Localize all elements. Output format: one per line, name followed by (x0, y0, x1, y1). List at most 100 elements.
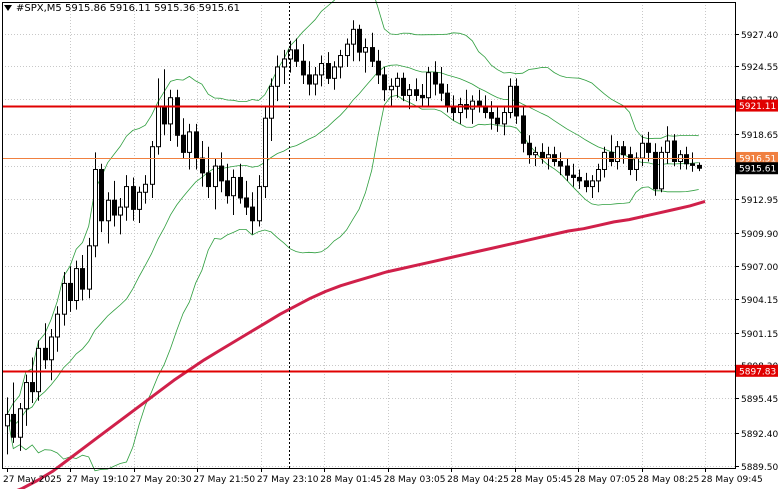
current-price-tag (736, 162, 778, 175)
candle-body-down (219, 165, 224, 182)
y-tick-label: 5889.50 (741, 463, 778, 473)
candle (206, 146, 211, 198)
candle-body-up (313, 74, 318, 85)
candle-body-up (602, 151, 607, 170)
candle (420, 84, 425, 107)
candle-body-down (382, 74, 387, 91)
candle (370, 32, 375, 67)
candle (357, 24, 362, 62)
candle-body-down (514, 85, 519, 117)
x-tick-label: 28 May 07:05 (574, 475, 636, 485)
y-tick-label: 5912.95 (741, 196, 778, 206)
candle-body-up (187, 131, 192, 153)
candle-body-down (540, 151, 545, 159)
candle (74, 260, 79, 310)
y-tick-label: 5901.15 (741, 330, 778, 340)
candle (376, 49, 381, 85)
bands-middle (6, 64, 699, 427)
candle-body-up (257, 186, 262, 222)
candle (143, 175, 148, 204)
candle-body-up (596, 168, 601, 182)
candle (596, 163, 601, 193)
candle-body-up (269, 85, 274, 119)
candle-body-down (433, 72, 438, 85)
candle-body-down (628, 154, 633, 170)
candle-body-down (558, 161, 563, 167)
candle-body-up (590, 180, 595, 188)
candle-body-down (697, 164, 702, 169)
candle (678, 150, 683, 170)
bands-lower (6, 94, 699, 472)
candle (672, 134, 677, 167)
candle-body-up (332, 66, 337, 79)
candle (131, 177, 136, 221)
candle-body-down (181, 134, 186, 153)
candle-body-up (351, 28, 356, 45)
candle (257, 175, 262, 227)
candle (18, 403, 23, 451)
candle-body-up (659, 151, 664, 190)
candle-body-down (609, 151, 614, 163)
bollinger-bands (6, 0, 699, 472)
candle-body-up (470, 100, 475, 110)
candle-body-down (414, 89, 419, 96)
candle-body-down (489, 112, 494, 119)
candle (118, 197, 123, 235)
candle (615, 141, 620, 170)
candle-body-down (646, 142, 651, 153)
candle (168, 89, 173, 142)
y-tick-label: 5918.65 (741, 131, 778, 141)
x-tick-label: 27 May 21:50 (193, 475, 255, 485)
candle (213, 158, 218, 210)
candle-body-up (338, 55, 343, 68)
candle-body-up (282, 58, 287, 68)
candle (540, 143, 545, 164)
candle-body-down (244, 197, 249, 208)
candle-body-down (301, 60, 306, 76)
triangle-down-icon[interactable] (4, 5, 12, 11)
candle (407, 84, 412, 110)
candle-body-up (615, 146, 620, 163)
candle-body-down (30, 382, 35, 393)
candle-body-up (345, 43, 350, 57)
candle-body-down (565, 165, 570, 176)
candle-body-up (665, 140, 670, 153)
candle (590, 175, 595, 198)
price-levels[interactable] (2, 105, 735, 373)
ohlc-low: 5915.36 (154, 3, 196, 14)
candle-body-up (137, 191, 142, 210)
candle (351, 20, 356, 62)
candle (11, 382, 16, 443)
candle-body-up (168, 97, 173, 125)
level-price-label: 5897.83 (739, 367, 776, 377)
candle-body-up (106, 199, 111, 222)
candle (609, 135, 614, 167)
candle-body-down (11, 413, 16, 438)
time-axis[interactable]: 27 May 2025 27 May 19:10 27 May 20:30 27 Ma… (3, 468, 763, 485)
candle (558, 152, 563, 176)
price-axis[interactable]: 5927.405924.555921.705918.655915.805912.… (735, 31, 778, 473)
candle (646, 131, 651, 162)
y-tick-label: 5909.90 (741, 230, 778, 240)
y-tick-label: 5927.40 (741, 31, 778, 41)
candle (263, 106, 268, 198)
bands-upper (6, 0, 699, 415)
candle (319, 55, 324, 87)
candle-body-down (690, 163, 695, 166)
candle (445, 84, 450, 113)
candle (307, 61, 312, 96)
candle (602, 146, 607, 178)
candle (508, 78, 513, 119)
candle-body-down (99, 168, 104, 222)
candle-body-up (124, 186, 129, 208)
current-price-label: 5915.61 (739, 165, 776, 175)
candle-body-down (445, 92, 450, 108)
candle (621, 141, 626, 164)
candle-body-up (24, 382, 29, 410)
candle (301, 44, 306, 85)
level-price-tag (736, 151, 778, 164)
candle (338, 49, 343, 79)
candle (533, 146, 538, 167)
candle-body-down (370, 47, 375, 62)
